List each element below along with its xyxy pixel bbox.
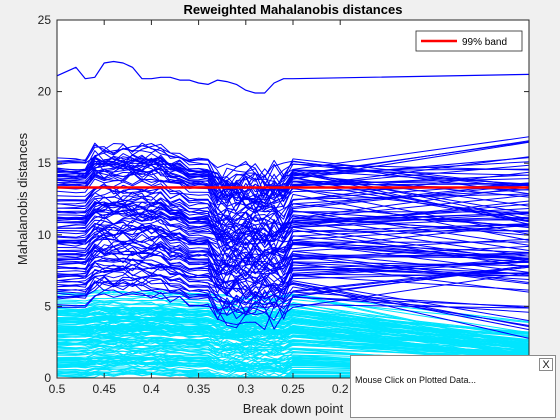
regular-observation-line[interactable] [56, 339, 530, 364]
regular-observation-line[interactable] [56, 322, 530, 361]
outlier-observation-line[interactable] [56, 210, 530, 262]
outlier-observation-line[interactable] [56, 214, 530, 258]
x-tick-label: 0.35 [187, 382, 211, 396]
y-axis-label: Mahalanobis distances [15, 132, 30, 265]
x-tick-label: 0.2 [332, 382, 349, 396]
regular-observation-line[interactable] [56, 326, 530, 360]
outlier-observation-line[interactable] [56, 150, 530, 191]
regular-observation-line[interactable] [56, 354, 530, 367]
regular-observation-line[interactable] [56, 324, 530, 352]
outlier-observation-line[interactable] [56, 265, 530, 312]
outlier-observation-line[interactable] [56, 233, 530, 283]
outlier-observation-line[interactable] [56, 147, 530, 186]
regular-observation-line[interactable] [56, 349, 530, 370]
regular-observation-line[interactable] [56, 345, 530, 368]
outlier-observation-line[interactable] [56, 266, 530, 316]
outlier-observation-line[interactable] [56, 226, 530, 268]
outlier-observation-line[interactable] [56, 259, 530, 300]
regular-observation-line[interactable] [56, 366, 530, 376]
outlier-observation-line[interactable] [56, 271, 530, 339]
outlier-observation-line[interactable] [56, 241, 530, 284]
outlier-observation-line[interactable] [56, 267, 530, 331]
regular-observation-line[interactable] [56, 301, 530, 351]
y-tick-label: 20 [38, 85, 52, 99]
mouse-click-popup[interactable]: X Mouse Click on Plotted Data... [350, 355, 556, 418]
outlier-observation-line[interactable] [56, 160, 530, 222]
outlier-observation-line[interactable] [56, 168, 530, 207]
outlier-observation-line[interactable] [56, 265, 530, 328]
regular-observation-line[interactable] [56, 316, 530, 357]
outlier-observation-line[interactable] [56, 234, 530, 271]
x-tick-label: 0.45 [93, 382, 117, 396]
y-tick-label: 5 [44, 299, 51, 313]
outlier-observation-line[interactable] [56, 194, 530, 244]
y-tick-label: 25 [38, 13, 52, 27]
outlier-observation-line[interactable] [56, 145, 530, 189]
regular-observation-line[interactable] [56, 363, 530, 374]
regular-observation-line[interactable] [56, 295, 530, 323]
y-axis-ticks: 0 5 10 15 20 25 [38, 13, 529, 385]
outlier-observation-line[interactable] [56, 223, 530, 264]
outlier-observation-line[interactable] [56, 265, 530, 320]
outlier-observation-line[interactable] [56, 192, 530, 246]
outlier-observation-line[interactable] [56, 251, 530, 290]
outlier-observation-line[interactable] [56, 183, 530, 228]
x-tick-label: 0.25 [281, 382, 305, 396]
outlier-observation-line[interactable] [56, 281, 530, 315]
regular-observation-line[interactable] [56, 356, 530, 368]
outlier-observation-line[interactable] [56, 182, 530, 234]
outlier-observation-line[interactable] [56, 254, 530, 295]
x-axis-ticks: 0.5 0.45 0.4 0.35 0.3 0.25 0.2 [49, 20, 349, 396]
outlier-observation-line[interactable] [56, 140, 530, 201]
outlier-observation-line[interactable] [56, 280, 530, 321]
max-distance-line[interactable] [56, 60, 530, 94]
regular-observation-line[interactable] [56, 343, 530, 357]
regular-observation-line[interactable] [56, 335, 530, 359]
chart-title: Reweighted Mahalanobis distances [184, 2, 403, 17]
close-button[interactable]: X [539, 358, 553, 371]
regular-observation-line[interactable] [56, 361, 530, 373]
regular-observation-line[interactable] [56, 307, 530, 341]
regular-observation-line[interactable] [56, 334, 530, 353]
regular-observation-line[interactable] [56, 366, 530, 379]
regular-observation-line[interactable] [56, 318, 530, 345]
y-tick-label: 10 [38, 228, 52, 242]
y-tick-label: 15 [38, 156, 52, 170]
outlier-observation-line[interactable] [56, 210, 530, 252]
outlier-observation-line[interactable] [56, 143, 530, 189]
legend-label-99-band: 99% band [462, 37, 507, 48]
outlier-observation-line[interactable] [56, 203, 530, 249]
x-axis-label: Break down point [243, 401, 344, 416]
legend[interactable]: 99% band [415, 30, 523, 52]
outlier-observation-line[interactable] [56, 261, 530, 300]
outlier-observation-line[interactable] [56, 293, 530, 330]
regular-observation-line[interactable] [56, 331, 530, 355]
x-tick-label: 0.5 [49, 382, 66, 396]
outlier-observation-line[interactable] [56, 258, 530, 300]
legend-box [415, 30, 523, 52]
x-tick-label: 0.3 [237, 382, 254, 396]
popup-message: Mouse Click on Plotted Data... [355, 375, 477, 385]
regular-observation-line[interactable] [56, 307, 530, 335]
y-tick-label: 0 [44, 371, 51, 385]
outlier-observation-line[interactable] [56, 171, 530, 216]
outlier-observation-line[interactable] [56, 252, 530, 294]
outlier-observation-line[interactable] [56, 142, 530, 187]
outlier-observation-line[interactable] [56, 201, 530, 244]
regular-observation-line[interactable] [56, 324, 530, 361]
outlier-observation-line[interactable] [56, 258, 530, 300]
regular-observation-line[interactable] [56, 353, 530, 368]
outlier-observation-line[interactable] [56, 260, 530, 300]
regular-observation-line[interactable] [57, 345, 530, 357]
outlier-observation-line[interactable] [56, 224, 530, 271]
distance-lines [56, 60, 530, 379]
outlier-observation-line[interactable] [56, 202, 530, 246]
outlier-observation-line[interactable] [56, 268, 530, 326]
outlier-observation-line[interactable] [56, 244, 530, 288]
x-tick-label: 0.4 [143, 382, 160, 396]
